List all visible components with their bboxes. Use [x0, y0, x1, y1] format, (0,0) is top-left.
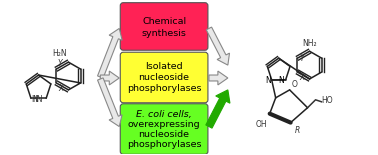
Text: synthesis: synthesis [142, 29, 186, 38]
Text: O: O [291, 80, 297, 89]
FancyBboxPatch shape [120, 52, 208, 103]
Text: N: N [265, 76, 271, 85]
Text: phosphorylases: phosphorylases [127, 84, 201, 93]
Polygon shape [98, 78, 122, 126]
Text: X: X [58, 84, 64, 93]
Text: Y: Y [57, 59, 62, 68]
Text: N: N [32, 95, 38, 104]
Text: Y: Y [299, 54, 304, 63]
Polygon shape [206, 90, 230, 128]
Text: OH: OH [256, 120, 268, 129]
Text: NH₂: NH₂ [302, 39, 317, 48]
Text: nucleoside: nucleoside [139, 73, 190, 82]
Polygon shape [98, 29, 122, 78]
Text: Isolated: Isolated [145, 62, 183, 71]
Text: N: N [278, 76, 284, 85]
Text: Chemical: Chemical [142, 17, 186, 26]
Text: E. coli cells,: E. coli cells, [136, 110, 192, 119]
Polygon shape [206, 27, 229, 65]
FancyBboxPatch shape [120, 104, 208, 154]
FancyBboxPatch shape [120, 3, 208, 50]
Text: HN: HN [32, 95, 43, 104]
Text: nucleoside: nucleoside [139, 130, 190, 139]
Polygon shape [100, 71, 119, 85]
Polygon shape [209, 71, 228, 85]
Text: HO: HO [322, 96, 333, 105]
Text: R: R [294, 126, 300, 135]
Text: overexpressing: overexpressing [128, 120, 200, 129]
Text: phosphorylases: phosphorylases [127, 140, 201, 149]
Text: H₂N: H₂N [52, 49, 67, 58]
Text: X: X [299, 73, 305, 82]
